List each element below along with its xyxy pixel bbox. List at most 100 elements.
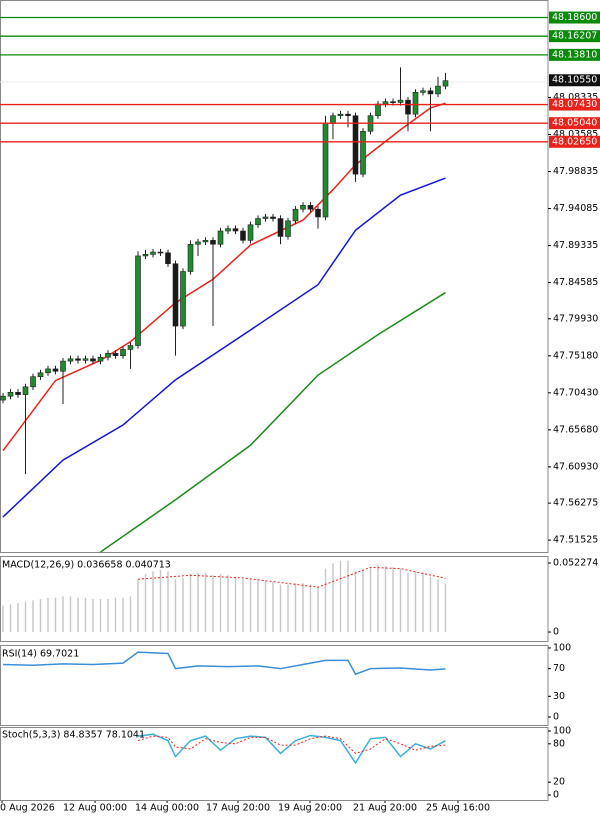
y-tick-label: 0 (553, 711, 559, 722)
candle-body (292, 208, 299, 222)
candle-body (22, 386, 29, 395)
candle-body (390, 101, 396, 103)
level-tag (549, 30, 600, 43)
level-tag (549, 117, 600, 130)
y-tick-label: 47.65680 (553, 424, 598, 435)
candle-body (37, 372, 44, 378)
candle-body (412, 92, 419, 115)
price-label: 48.10550 (552, 75, 597, 86)
y-tick-label: 100 (553, 642, 571, 653)
y-tick-label: 0 (553, 627, 559, 638)
y-tick-label: 80 (553, 738, 565, 749)
y-tick-label: 48.03585 (553, 129, 598, 140)
level-label: 48.05040 (552, 118, 597, 129)
candle-body (270, 216, 276, 219)
stoch-line (137, 733, 446, 765)
candle-body (255, 218, 261, 226)
candle-body (45, 368, 51, 374)
candle-body (232, 228, 239, 232)
candle-body (262, 216, 269, 219)
candle-body (120, 349, 126, 356)
level-tag (549, 98, 600, 111)
candle-body (427, 90, 434, 95)
panel-frame (0, 556, 549, 642)
candle-body (405, 99, 411, 115)
panel-title: MACD(12,26,9) 0.036658 0.040713 (2, 560, 171, 571)
x-tick-label: 0 Aug 2026 (0, 803, 55, 814)
candle-body (360, 130, 366, 175)
candle-body (142, 254, 149, 257)
x-tick-label: 12 Aug 00:00 (63, 803, 127, 814)
candle-body (172, 263, 179, 327)
panel-frame (0, 727, 549, 801)
x-tick-label: 19 Aug 20:00 (278, 803, 342, 814)
candle-body (240, 230, 246, 241)
candle-body (247, 224, 254, 241)
candle-body (82, 358, 89, 361)
level-label: 48.13810 (552, 49, 597, 60)
y-tick-label: 0 (553, 790, 559, 801)
x-tick-label: 17 Aug 20:00 (206, 803, 270, 814)
y-tick-label: 47.98835 (553, 166, 598, 177)
candle-body (217, 230, 224, 245)
candle-body (67, 358, 74, 362)
candle-body (97, 356, 104, 362)
y-tick-label: 30 (553, 691, 565, 702)
panel-title: Stoch(5,3,3) 84.8357 78.1041 (2, 730, 145, 741)
level-label: 48.02650 (552, 136, 597, 147)
panel-frame (0, 645, 549, 726)
y-tick-label: 47.94085 (553, 203, 598, 214)
candle-body (420, 90, 426, 93)
candle-body (345, 113, 351, 116)
panel-frame (0, 0, 549, 553)
level-label: 48.07430 (552, 99, 597, 110)
candle-body (105, 353, 111, 358)
candle-body (75, 358, 81, 361)
candle-body (30, 376, 36, 388)
y-tick-label: 47.70430 (553, 387, 598, 398)
moving-average (2, 177, 446, 518)
candle-body (300, 204, 306, 210)
x-tick-label: 14 Aug 00:00 (135, 803, 199, 814)
y-tick-label: 70 (553, 663, 565, 674)
level-tag (549, 135, 600, 148)
candle-body (307, 204, 314, 210)
candle-body (330, 115, 336, 124)
signal-line (137, 566, 446, 588)
candle-body (322, 123, 329, 218)
y-tick-label: 48.08335 (553, 92, 598, 103)
rsi-line (2, 651, 446, 676)
moving-average (2, 102, 446, 452)
candle-body (202, 240, 209, 243)
candle-body (180, 271, 186, 327)
candle-body (277, 218, 284, 237)
candle-body (15, 391, 21, 395)
candle-body (0, 395, 6, 401)
candle-body (225, 228, 231, 232)
x-tick-label: 25 Aug 16:00 (426, 803, 490, 814)
y-tick-label: 47.84585 (553, 277, 598, 288)
panel-title: RSI(14) 69.7021 (2, 649, 79, 660)
candle-body (150, 251, 156, 255)
candle-body (442, 80, 449, 87)
candle-body (285, 220, 291, 237)
level-tag (549, 48, 600, 61)
level-label: 48.18600 (552, 12, 597, 23)
y-tick-label: 47.60930 (553, 461, 598, 472)
candle-body (187, 243, 194, 272)
candle-body (195, 241, 201, 245)
y-tick-label: 47.89335 (553, 240, 598, 251)
candle-body (127, 345, 134, 350)
candle-body (210, 240, 216, 245)
y-tick-label: 0.052274 (553, 558, 598, 569)
y-tick-label: 47.56275 (553, 498, 598, 509)
y-tick-label: 47.51525 (553, 535, 598, 546)
x-tick-label: 21 Aug 20:00 (353, 803, 417, 814)
candle-body (382, 101, 389, 105)
candle-body (90, 358, 96, 362)
level-tag (549, 11, 600, 24)
candle-body (352, 115, 359, 175)
candle-body (112, 353, 119, 356)
candle-body (135, 255, 141, 346)
